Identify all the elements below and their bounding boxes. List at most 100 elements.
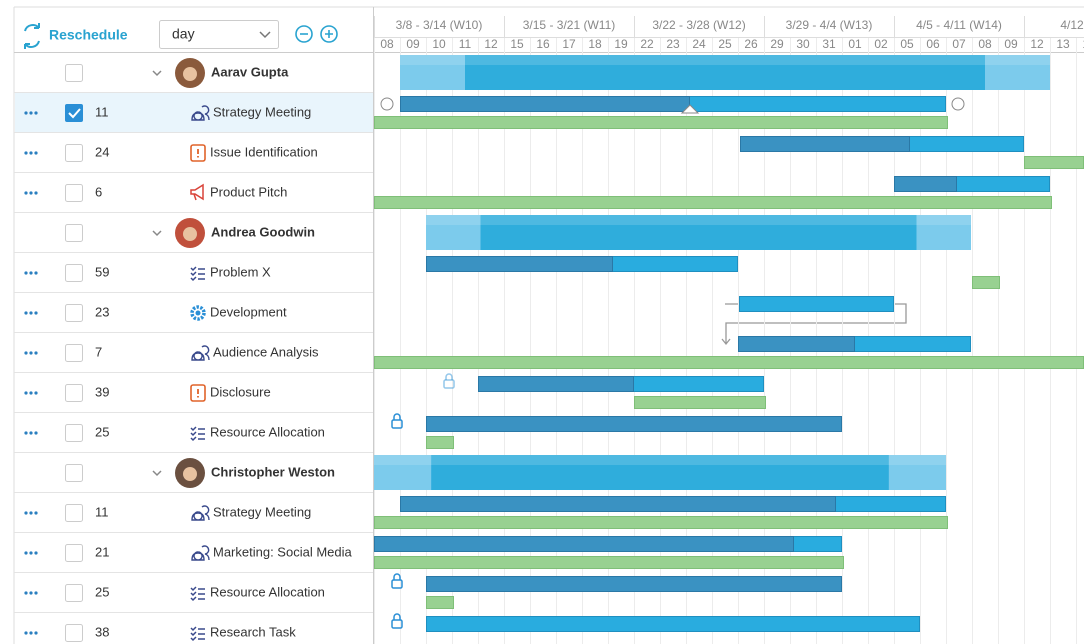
zoom-out[interactable] — [295, 25, 313, 43]
drag-handle[interactable] — [380, 97, 394, 111]
checkbox[interactable] — [65, 504, 83, 522]
baseline-bar — [374, 556, 844, 569]
day-label: 17 — [562, 37, 576, 51]
checkbox[interactable] — [65, 584, 83, 602]
day-label: 14 — [1082, 37, 1084, 51]
task-row[interactable]: 39 Disclosure — [14, 384, 373, 413]
lock-body — [391, 619, 403, 629]
group-row[interactable]: Aarav Gupta — [14, 58, 373, 93]
menu-dot[interactable] — [34, 631, 38, 635]
checkbox[interactable] — [65, 384, 83, 402]
checkbox[interactable] — [65, 544, 83, 562]
menu-dot[interactable] — [29, 631, 33, 635]
task-row[interactable]: 59 Problem X — [14, 264, 373, 293]
zoom-in[interactable] — [320, 25, 338, 43]
checkbox[interactable] — [65, 144, 83, 162]
progress-handle[interactable] — [680, 104, 700, 114]
menu-dot[interactable] — [29, 391, 33, 395]
checkbox[interactable] — [65, 224, 83, 242]
menu-dot[interactable] — [24, 431, 28, 435]
menu-dot[interactable] — [24, 391, 28, 395]
task-name: Research Task — [210, 624, 296, 639]
task-row[interactable]: 7 Audience Analysis — [14, 344, 373, 373]
checkbox[interactable] — [65, 64, 83, 82]
day-label: 24 — [692, 37, 706, 51]
baseline-bar — [426, 596, 454, 609]
menu-dot[interactable] — [29, 591, 33, 595]
icon-list — [190, 626, 205, 642]
scale-select[interactable]: day — [159, 20, 279, 49]
task-row[interactable]: 38 Research Task — [14, 624, 373, 644]
task-row[interactable]: 6 Product Pitch — [14, 183, 373, 213]
menu-dot[interactable] — [29, 111, 33, 115]
menu-dot[interactable] — [29, 351, 33, 355]
checkbox[interactable] — [65, 264, 83, 282]
checkbox[interactable] — [65, 344, 83, 362]
baseline-bar — [1024, 156, 1084, 169]
menu-dot[interactable] — [34, 311, 38, 315]
task-row[interactable]: 11 Strategy Meeting — [14, 93, 373, 133]
checkbox[interactable] — [65, 464, 83, 482]
task-bar[interactable] — [426, 616, 920, 632]
checkbox[interactable] — [65, 104, 83, 122]
task-row[interactable]: 21 Marketing: Social Media — [14, 544, 373, 573]
menu-dot[interactable] — [24, 191, 28, 195]
menu-dot[interactable] — [34, 191, 38, 195]
checkbox[interactable] — [65, 424, 83, 442]
task-bar[interactable] — [739, 296, 894, 312]
menu-dot[interactable] — [34, 151, 38, 155]
task-row[interactable]: 23 Development — [14, 304, 373, 333]
task-progress — [426, 256, 613, 272]
menu-dot[interactable] — [29, 271, 33, 275]
menu-dot[interactable] — [24, 311, 28, 315]
task-row[interactable]: 11 Strategy Meeting — [14, 504, 373, 533]
task-id: 7 — [95, 344, 102, 359]
menu-dot[interactable] — [34, 431, 38, 435]
checkbox[interactable] — [65, 304, 83, 322]
menu-dot[interactable] — [24, 151, 28, 155]
task-progress — [478, 376, 634, 392]
menu-dot[interactable] — [34, 271, 38, 275]
menu-dot[interactable] — [34, 111, 38, 115]
group-row[interactable]: Andrea Goodwin — [14, 218, 373, 253]
menu-dot[interactable] — [34, 551, 38, 555]
baseline-bar — [374, 356, 1084, 369]
avatar-face — [183, 227, 197, 241]
task-id: 24 — [95, 144, 109, 159]
group-row[interactable]: Christopher Weston — [14, 458, 373, 493]
timeline: 08 09 10 11 12 15 16 17 18 19 22 23 24 25 26 29 30 31 01 02… — [374, 16, 1084, 644]
reschedule-button[interactable]: Reschedule — [24, 23, 128, 49]
icon-people — [191, 105, 210, 121]
checkbox[interactable] — [65, 184, 83, 202]
menu-dot[interactable] — [24, 551, 28, 555]
menu-dot[interactable] — [29, 151, 33, 155]
expand-chevron[interactable] — [152, 470, 162, 477]
menu-dot[interactable] — [24, 631, 28, 635]
menu-dot[interactable] — [29, 511, 33, 515]
day-label: 02 — [874, 37, 888, 51]
menu-dot[interactable] — [29, 191, 33, 195]
menu-dot[interactable] — [34, 351, 38, 355]
menu-dot[interactable] — [24, 591, 28, 595]
menu-dot[interactable] — [34, 591, 38, 595]
task-row[interactable]: 25 Resource Allocation — [14, 424, 373, 453]
task-row[interactable]: 24 Issue Identification — [14, 144, 373, 173]
menu-dot[interactable] — [29, 431, 33, 435]
menu-dot[interactable] — [24, 511, 28, 515]
menu-dot[interactable] — [24, 351, 28, 355]
drag-handle[interactable] — [951, 97, 965, 111]
menu-dot[interactable] — [34, 511, 38, 515]
expand-chevron[interactable] — [152, 230, 162, 237]
day-label: 15 — [510, 37, 524, 51]
refresh-icon — [24, 23, 40, 49]
lock-icon — [393, 413, 401, 420]
task-row[interactable]: 25 Resource Allocation — [14, 584, 373, 613]
menu-dot[interactable] — [29, 311, 33, 315]
menu-dot[interactable] — [24, 111, 28, 115]
menu-dot[interactable] — [34, 391, 38, 395]
menu-dot[interactable] — [24, 271, 28, 275]
checkbox[interactable] — [65, 624, 83, 642]
expand-chevron[interactable] — [152, 70, 162, 77]
zoom-in-plus — [325, 30, 333, 38]
menu-dot[interactable] — [29, 551, 33, 555]
